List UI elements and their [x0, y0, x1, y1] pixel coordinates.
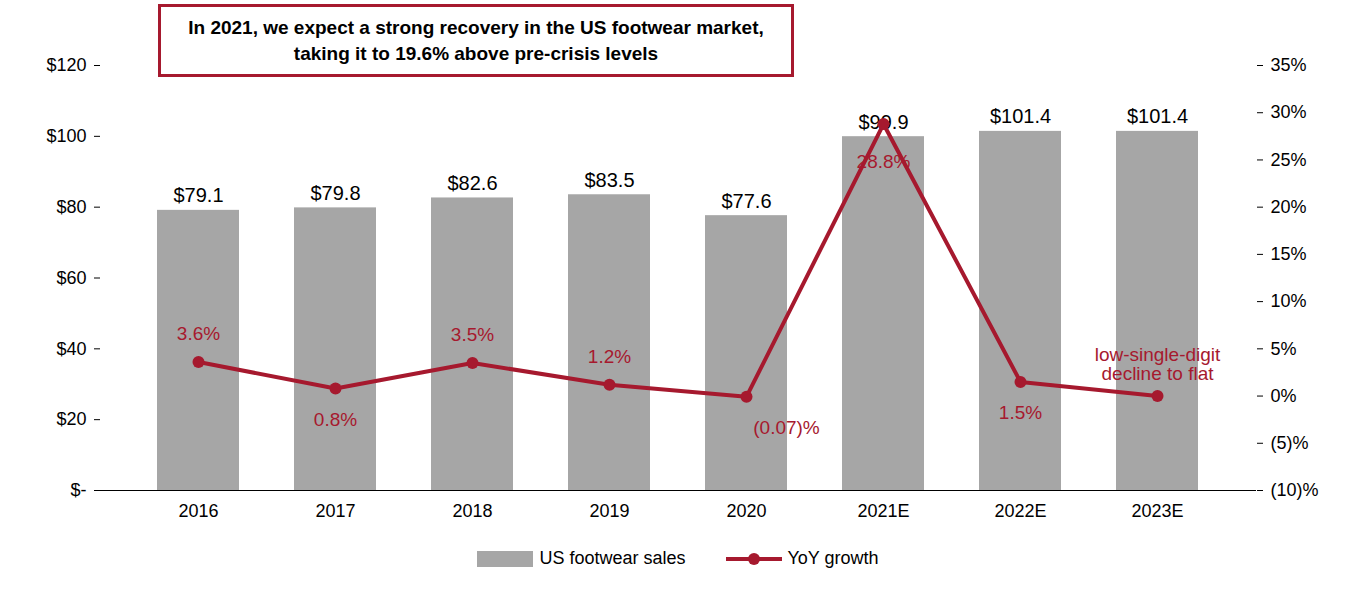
svg-text:(0.07)%: (0.07)%	[753, 417, 820, 438]
svg-text:2019: 2019	[589, 501, 629, 521]
svg-text:2022E: 2022E	[994, 501, 1046, 521]
svg-text:$99.9: $99.9	[858, 111, 908, 133]
svg-text:15%: 15%	[1271, 244, 1307, 264]
svg-text:2021E: 2021E	[857, 501, 909, 521]
svg-text:1.5%: 1.5%	[999, 402, 1042, 423]
svg-text:$101.4: $101.4	[990, 105, 1051, 127]
svg-text:(10)%: (10)%	[1271, 480, 1319, 500]
svg-text:$77.6: $77.6	[721, 190, 771, 212]
html-text:YoY growth: YoY growth	[787, 548, 879, 568]
svg-text:25%: 25%	[1271, 150, 1307, 170]
html-text:In 2021, we expect a strong re: In 2021, we expect a strong recovery in …	[188, 17, 764, 64]
svg-text:$40: $40	[56, 339, 86, 359]
svg-text:5%: 5%	[1271, 339, 1297, 359]
svg-text:$79.8: $79.8	[310, 182, 360, 204]
svg-text:3.6%: 3.6%	[177, 323, 220, 344]
svg-text:20%: 20%	[1271, 197, 1307, 217]
svg-text:2018: 2018	[452, 501, 492, 521]
svg-text:$79.1: $79.1	[173, 184, 223, 206]
svg-text:30%: 30%	[1271, 102, 1307, 122]
svg-text:low-single-digitdecline to fla: low-single-digitdecline to flat	[1095, 344, 1221, 384]
svg-text:28.8%: 28.8%	[857, 151, 911, 172]
svg-text:$82.6: $82.6	[447, 172, 497, 194]
svg-text:0.8%: 0.8%	[314, 409, 357, 430]
svg-text:2020: 2020	[726, 501, 766, 521]
svg-text:0%: 0%	[1271, 386, 1297, 406]
svg-text:2016: 2016	[178, 501, 218, 521]
svg-text:1.2%: 1.2%	[588, 346, 631, 367]
svg-text:35%: 35%	[1271, 55, 1307, 75]
svg-text:3.5%: 3.5%	[451, 324, 494, 345]
svg-text:(5)%: (5)%	[1271, 433, 1309, 453]
svg-text:$60: $60	[56, 268, 86, 288]
svg-text:$-: $-	[70, 480, 86, 500]
svg-text:$20: $20	[56, 409, 86, 429]
svg-text:10%: 10%	[1271, 291, 1307, 311]
svg-text:$120: $120	[46, 55, 86, 75]
svg-text:$83.5: $83.5	[584, 169, 634, 191]
svg-text:2017: 2017	[315, 501, 355, 521]
svg-text:$101.4: $101.4	[1127, 105, 1188, 127]
svg-text:$80: $80	[56, 197, 86, 217]
svg-text:$100: $100	[46, 126, 86, 146]
svg-text:2023E: 2023E	[1131, 501, 1183, 521]
html-text:US footwear sales: US footwear sales	[539, 548, 686, 568]
